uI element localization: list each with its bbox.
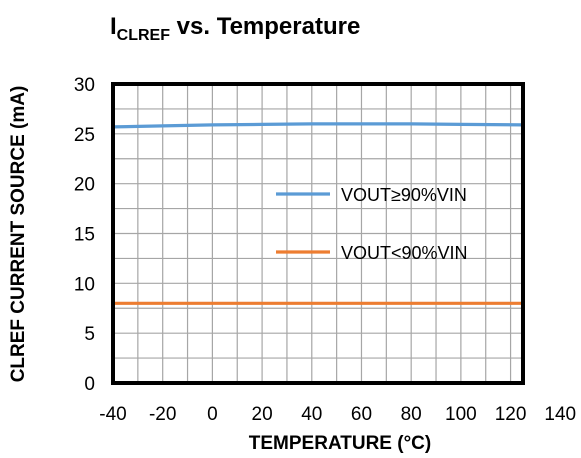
y-tick-labels: 0 5 10 15 20 25 30 [74, 75, 95, 395]
legend: VOUT≥90%VIN VOUT<90%VIN [276, 185, 468, 263]
y-tick-label: 5 [84, 324, 95, 345]
y-tick-label: 20 [74, 175, 95, 196]
x-tick-label: 140 [544, 404, 576, 425]
x-tick-label: 120 [495, 404, 527, 425]
x-tick-label: 100 [445, 404, 477, 425]
y-tick-label: 25 [74, 125, 95, 146]
x-tick-labels: -40 -20 0 20 40 60 80 100 120 140 [99, 404, 576, 425]
x-tick-label: -20 [149, 404, 176, 425]
y-tick-label: 15 [74, 225, 95, 246]
chart-title-rest: vs. Temperature [170, 13, 360, 40]
x-axis-label: TEMPERATURE (°C) [249, 433, 431, 454]
plot-frame [111, 82, 525, 385]
x-tick-label: 20 [252, 404, 273, 425]
chart-title-main: I [110, 13, 117, 40]
y-tick-label: 0 [84, 374, 95, 395]
chart-title-subscript: CLREF [117, 27, 171, 44]
x-tick-label: 40 [301, 404, 322, 425]
series-group [112, 122, 524, 305]
grid [112, 83, 523, 384]
series-line-1 [112, 122, 524, 129]
y-tick-label: 30 [74, 75, 95, 96]
y-tick-label: 10 [74, 274, 95, 295]
y-axis-label: CLREF CURRENT SOURCE (mA) [8, 86, 29, 383]
legend-label-1: VOUT≥90%VIN [341, 185, 467, 205]
x-tick-label: 80 [401, 404, 422, 425]
legend-label-2: VOUT<90%VIN [341, 243, 468, 263]
x-tick-label: 60 [351, 404, 372, 425]
x-tick-label: -40 [99, 404, 126, 425]
x-tick-label: 0 [207, 404, 218, 425]
chart-title: ICLREF vs. Temperature [110, 13, 360, 44]
